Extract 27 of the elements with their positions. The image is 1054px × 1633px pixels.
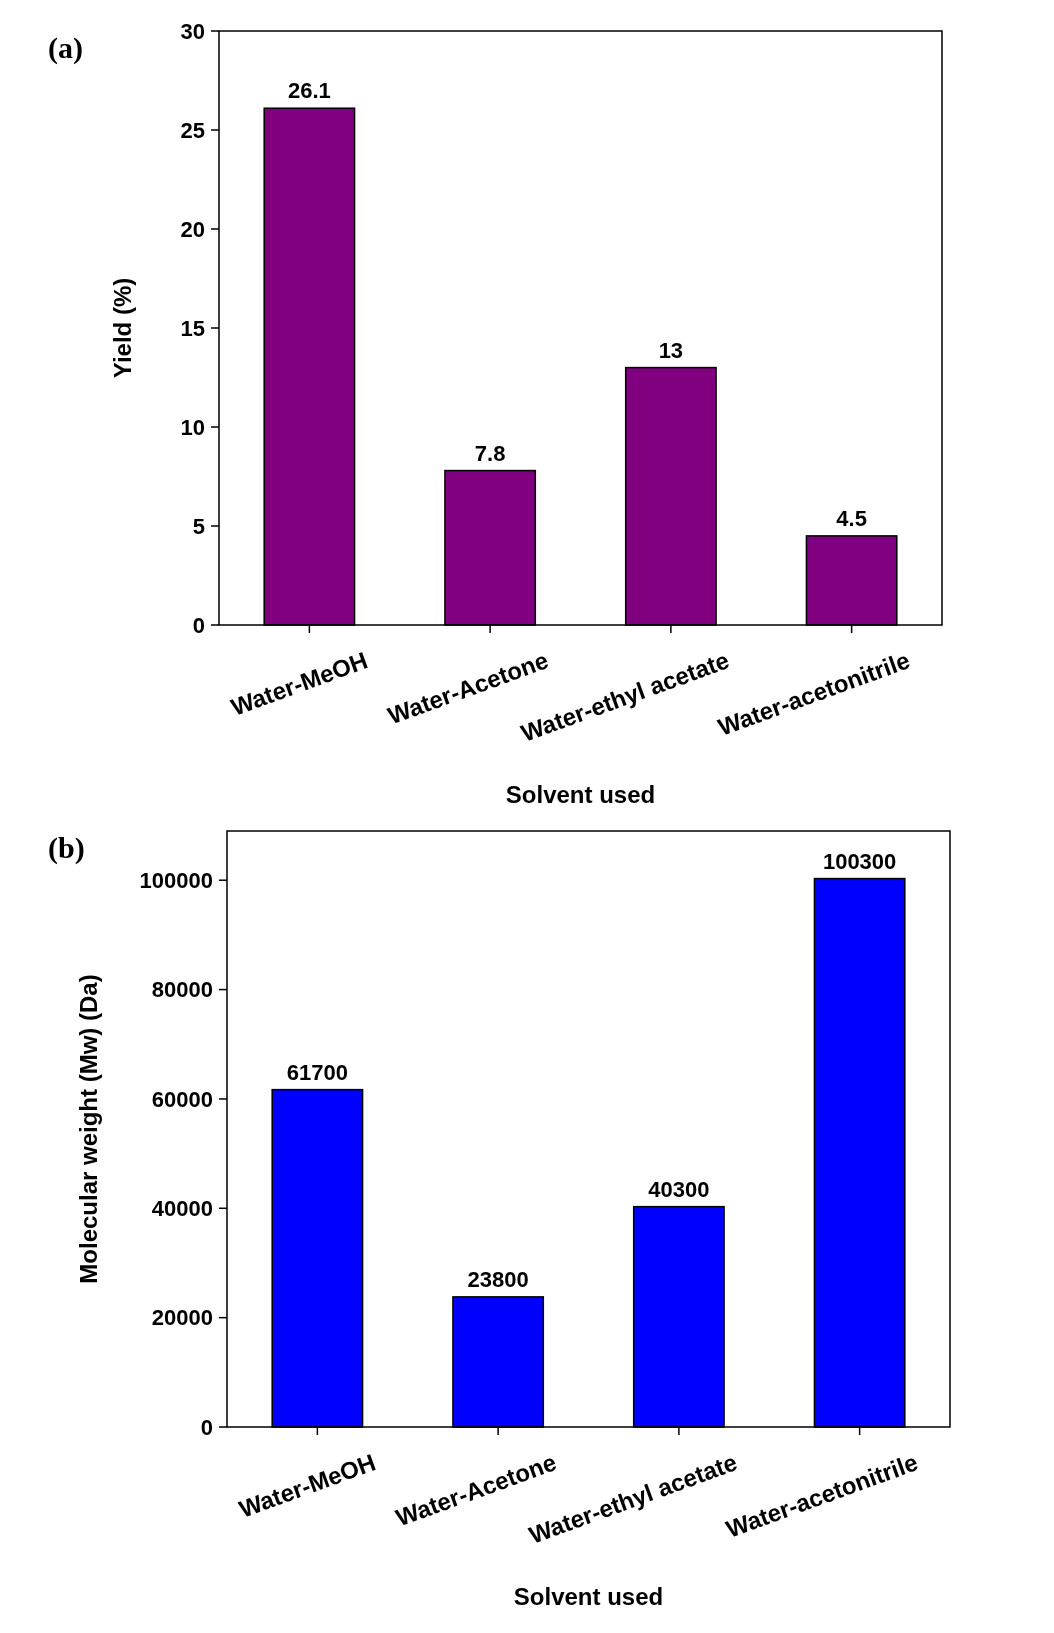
- x-axis-title: Solvent used: [505, 781, 656, 808]
- y-tick-label: 60000: [151, 1086, 213, 1112]
- data-label: 100300: [822, 848, 897, 874]
- y-tick-label: 25: [180, 117, 205, 143]
- chart-title: (a): [48, 31, 83, 65]
- chart-title: (b): [48, 831, 85, 865]
- y-tick-label: 15: [180, 315, 205, 341]
- y-tick-label: 30: [180, 18, 205, 44]
- data-label: 4.5: [836, 505, 867, 531]
- y-tick-label: 20: [180, 216, 205, 242]
- y-axis-title: Yield (%): [109, 277, 136, 379]
- y-axis-title: Molecular weight (Mw) (Da): [75, 974, 102, 1284]
- y-tick-label: 100000: [139, 867, 213, 893]
- data-label: 23800: [467, 1266, 529, 1292]
- y-tick-label: 40000: [151, 1195, 213, 1221]
- data-label: 26.1: [287, 78, 331, 104]
- data-label: 7.8: [474, 440, 506, 466]
- x-axis-title: Solvent used: [513, 1583, 664, 1610]
- y-tick-label: 20000: [151, 1305, 213, 1331]
- y-tick-label: 0: [192, 612, 205, 638]
- y-tick-label: 10: [180, 414, 205, 440]
- data-label: 61700: [286, 1059, 348, 1085]
- data-label: 13: [658, 337, 684, 363]
- data-label: 40300: [648, 1176, 710, 1202]
- y-tick-label: 5: [192, 513, 205, 539]
- y-tick-label: 0: [200, 1414, 213, 1440]
- y-tick-label: 80000: [151, 977, 213, 1003]
